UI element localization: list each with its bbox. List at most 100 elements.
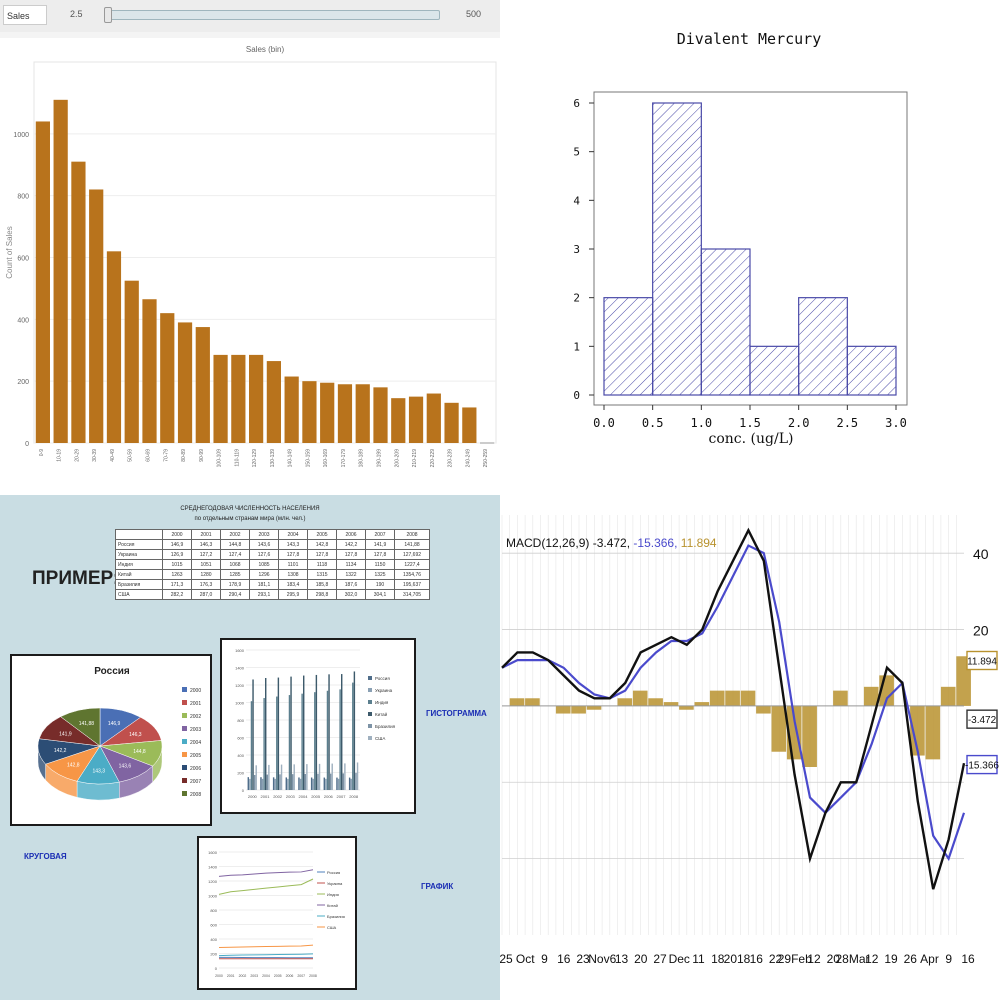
table-cell: 1308: [278, 569, 308, 580]
histogram-bar: [756, 705, 771, 714]
pie-data-label: 141,9: [59, 731, 72, 737]
value-tag: [966, 709, 998, 729]
x-tick-label: 2004: [299, 794, 309, 799]
column-bar: [261, 778, 264, 790]
column-bar: [247, 777, 250, 790]
x-tick-label: 2005: [274, 974, 282, 978]
legend-swatch: [368, 712, 372, 716]
pie-data-label: 143,3: [92, 769, 105, 775]
example-heading: ПРИМЕР:: [32, 568, 120, 589]
series-line: [218, 869, 314, 877]
series-line: [218, 944, 314, 949]
column-bar: [303, 675, 305, 790]
x-tick-label: 2003: [250, 974, 258, 978]
table-row: Россия 146,9 146,3 144,8 143,6 143,3 142,8 142,…: [115, 539, 430, 550]
legend-swatch: [182, 700, 187, 705]
x-tick-label: 200-209: [394, 449, 400, 468]
table-header-cell: 2001: [191, 529, 221, 540]
table-cell: 144,8: [220, 539, 250, 550]
y-tick-label: 600: [17, 256, 29, 263]
pie-data-label: 146,9: [108, 721, 121, 727]
histogram-bar: [925, 705, 941, 760]
legend-label: Китай: [327, 903, 338, 908]
field-select[interactable]: Sales: [3, 5, 47, 25]
bar: [337, 384, 353, 443]
column-bar: [348, 777, 351, 790]
bar: [53, 99, 68, 443]
x-tick-label: 2008: [349, 794, 359, 799]
table-cell: 1015: [162, 559, 192, 570]
column-bar: [276, 696, 278, 790]
x-tick-label: 2003: [286, 794, 296, 799]
y-tick-label: 1600: [208, 850, 218, 855]
histogram-bar: [652, 102, 702, 396]
histogram-toolbar: Sales 2.5 500: [0, 0, 500, 32]
pie-data-label: 141,88: [79, 721, 95, 727]
column-bar: [272, 777, 275, 790]
x-tick-label: 130-139: [270, 449, 276, 468]
table-cell: 127,692: [394, 549, 430, 560]
x-tick-label: 60-69: [146, 449, 152, 462]
x-tick-label: 2001: [261, 794, 271, 799]
column-bar: [314, 692, 316, 790]
mercury-histogram-panel: Divalent Mercury 0.0 0.5 1.0 1.5 2.0 2.5 3.0 0 1 2…: [500, 0, 1000, 495]
range-max-label: 500: [466, 9, 482, 19]
x-tick-label: 10-19: [57, 449, 63, 462]
bar: [355, 384, 370, 443]
x-axis-label: conc. (ug/L): [709, 431, 794, 447]
y-tick-label: 1000: [208, 894, 218, 899]
x-tick-label: 160-169: [323, 449, 329, 468]
table-cell: 185,8: [307, 579, 337, 590]
column-bar: [291, 774, 294, 790]
pie-chart-box: Россия 146,9 146,3 144,8 143,6 143,3 142,8 142,…: [10, 654, 212, 826]
column-bar: [301, 693, 303, 790]
legend-swatch: [182, 713, 187, 718]
column-bar: [288, 695, 291, 790]
table-cell: 143,3: [278, 539, 308, 550]
x-tick-label: 240-249: [465, 449, 471, 468]
y-tick-label: 800: [17, 194, 29, 201]
column-bar: [274, 778, 276, 790]
legend-label: Россия: [375, 676, 390, 681]
table-header-cell: 2008: [394, 529, 430, 540]
table-cell: 143,6: [249, 539, 279, 550]
table-cell: 127,8: [336, 549, 366, 560]
legend-label: 2008: [190, 792, 201, 798]
legend-swatch: [182, 726, 187, 731]
table-header-cell: 2002: [220, 529, 250, 540]
table-cell: 195,637: [394, 579, 430, 590]
table-cell: 302,0: [336, 589, 366, 600]
column-bar: [312, 778, 314, 790]
bar: [373, 387, 388, 443]
x-tick-label: 2.5: [836, 416, 858, 430]
bar: [302, 381, 317, 443]
x-tick-label: 50-59: [128, 449, 134, 462]
histogram-bar: [709, 690, 725, 706]
legend-label: Украина: [375, 688, 393, 693]
histogram-bar: [648, 698, 663, 706]
macd-line: [501, 527, 966, 890]
pie-data-label: 142,2: [54, 748, 67, 754]
legend-swatch: [182, 791, 187, 796]
column-bar: [293, 764, 295, 790]
table-cell: 1051: [191, 559, 221, 570]
x-tick-label: 70-79: [163, 449, 169, 462]
pie-data-label: 146,3: [129, 732, 142, 738]
legend-label: 2003: [190, 727, 201, 733]
range-slider-handle[interactable]: [104, 7, 112, 23]
table-cell: Индия: [115, 559, 163, 570]
column-bar: [250, 701, 253, 790]
table-cell: 295,9: [278, 589, 308, 600]
table-cell: 127,8: [278, 549, 308, 560]
x-tick-label: 2004: [262, 974, 270, 978]
column-bar: [331, 763, 333, 790]
y-tick-label: 800: [210, 908, 217, 913]
histogram-bar: [798, 297, 848, 396]
column-bar: [280, 764, 283, 790]
range-slider-track[interactable]: [108, 10, 440, 20]
value-tag-label: 11.894: [967, 656, 997, 667]
population-table: 2000 2001 2002 2003 2004 2005 2006 2007 2008 Росс…: [115, 529, 430, 600]
x-tick-label: 9: [541, 952, 548, 966]
bar: [142, 299, 157, 443]
